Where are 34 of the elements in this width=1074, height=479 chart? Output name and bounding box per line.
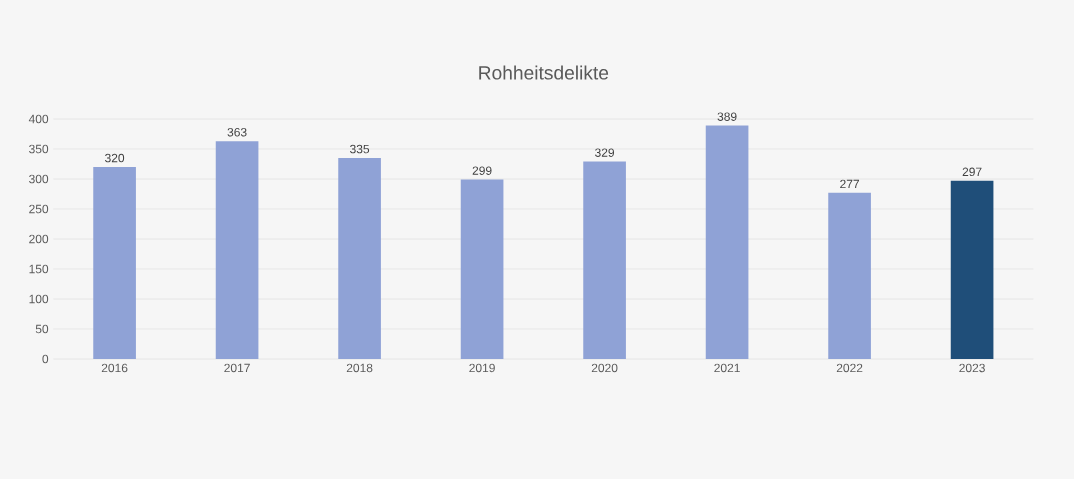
bar (460, 179, 504, 359)
x-tick-label: 2019 (469, 363, 495, 373)
y-tick-label: 250 (29, 204, 49, 214)
data-label: 329 (595, 148, 615, 157)
y-tick-label: 50 (35, 324, 49, 334)
x-tick-label: 2020 (591, 363, 618, 373)
x-tick-label: 2017 (224, 363, 250, 373)
bar (93, 167, 136, 359)
x-tick-label: 2016 (101, 363, 128, 373)
y-tick-label: 0 (42, 354, 49, 364)
bar (583, 161, 626, 359)
data-label: 297 (962, 167, 982, 177)
bar (705, 125, 749, 359)
y-tick-label: 100 (29, 294, 49, 304)
y-tick-label: 150 (29, 264, 49, 274)
x-tick-label: 2021 (714, 363, 740, 373)
data-label: 335 (350, 144, 370, 154)
y-tick-label: 350 (29, 144, 49, 154)
data-label: 389 (717, 112, 737, 121)
x-tick-label: 2022 (836, 363, 863, 373)
data-label: 363 (227, 127, 247, 137)
bar (338, 158, 381, 359)
data-label: 277 (840, 179, 859, 189)
y-tick-label: 200 (29, 234, 49, 244)
bar (828, 192, 871, 359)
x-tick-label: 2018 (346, 363, 373, 373)
bar (215, 141, 259, 359)
chart-title: Rohheitsdelikte (479, 65, 609, 80)
y-tick-label: 300 (29, 174, 49, 184)
bar (950, 180, 994, 359)
x-tick-label: 2023 (959, 363, 985, 373)
data-label: 299 (472, 166, 492, 175)
data-label: 320 (105, 153, 125, 163)
y-tick-label: 400 (28, 114, 49, 124)
